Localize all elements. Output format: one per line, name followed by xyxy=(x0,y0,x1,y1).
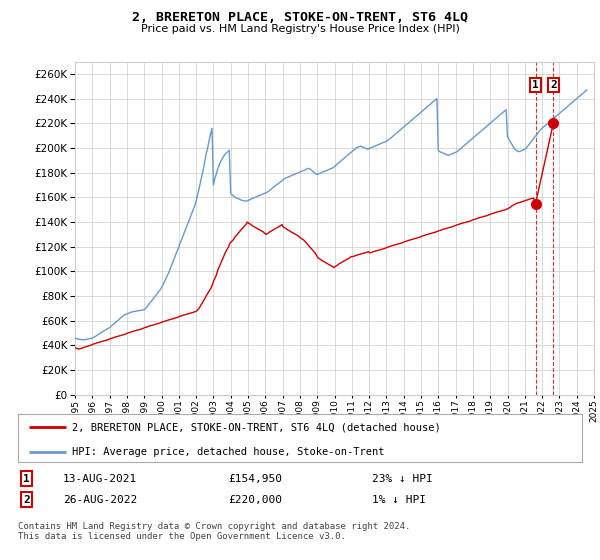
Text: £220,000: £220,000 xyxy=(228,494,282,505)
Text: £154,950: £154,950 xyxy=(228,474,282,484)
Text: 2: 2 xyxy=(550,80,557,90)
Text: 13-AUG-2021: 13-AUG-2021 xyxy=(63,474,137,484)
Text: 23% ↓ HPI: 23% ↓ HPI xyxy=(372,474,433,484)
Text: HPI: Average price, detached house, Stoke-on-Trent: HPI: Average price, detached house, Stok… xyxy=(71,446,384,456)
Text: 1% ↓ HPI: 1% ↓ HPI xyxy=(372,494,426,505)
Text: 1: 1 xyxy=(23,474,30,484)
Text: Contains HM Land Registry data © Crown copyright and database right 2024.
This d: Contains HM Land Registry data © Crown c… xyxy=(18,522,410,542)
Text: 1: 1 xyxy=(532,80,539,90)
Text: Price paid vs. HM Land Registry's House Price Index (HPI): Price paid vs. HM Land Registry's House … xyxy=(140,24,460,34)
Text: 2: 2 xyxy=(23,494,30,505)
Text: 2, BRERETON PLACE, STOKE-ON-TRENT, ST6 4LQ: 2, BRERETON PLACE, STOKE-ON-TRENT, ST6 4… xyxy=(132,11,468,24)
Text: 2, BRERETON PLACE, STOKE-ON-TRENT, ST6 4LQ (detached house): 2, BRERETON PLACE, STOKE-ON-TRENT, ST6 4… xyxy=(71,422,440,432)
Text: 26-AUG-2022: 26-AUG-2022 xyxy=(63,494,137,505)
